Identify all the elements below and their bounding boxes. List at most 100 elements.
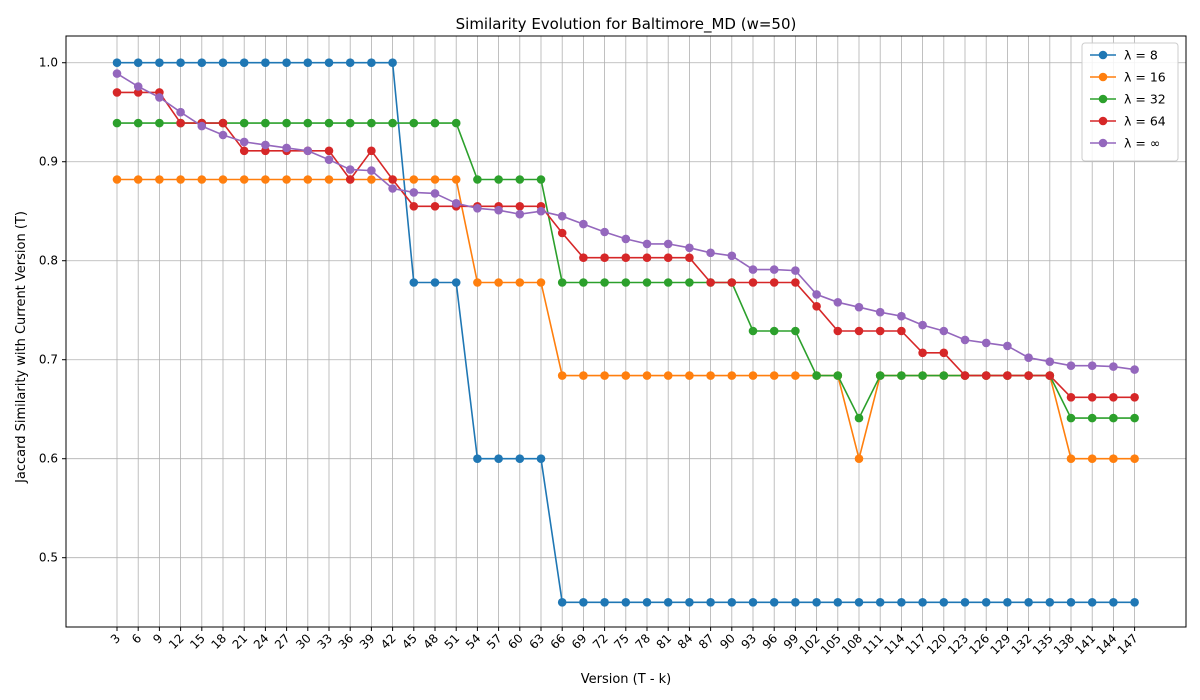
data-point xyxy=(1130,365,1139,374)
data-point xyxy=(218,130,228,140)
data-point xyxy=(409,278,419,287)
x-tick-label: 84 xyxy=(675,631,696,652)
grid xyxy=(66,36,1186,627)
data-point xyxy=(579,278,588,287)
data-point xyxy=(833,371,843,380)
data-point xyxy=(303,118,313,128)
data-point xyxy=(430,118,440,128)
legend-label: λ = 8 xyxy=(1124,48,1158,63)
data-point xyxy=(706,278,715,287)
data-point xyxy=(748,371,758,380)
data-point xyxy=(345,58,355,67)
legend-item: λ = ∞ xyxy=(1090,136,1160,151)
data-point xyxy=(388,175,397,184)
data-point xyxy=(685,371,694,380)
data-point xyxy=(600,227,609,237)
data-point xyxy=(430,202,440,211)
x-tick-label: 75 xyxy=(611,631,632,652)
data-point xyxy=(642,371,652,380)
data-point xyxy=(600,278,609,287)
x-tick-label: 48 xyxy=(420,631,441,652)
legend-item: λ = 32 xyxy=(1090,92,1166,107)
data-point xyxy=(769,326,779,336)
data-point xyxy=(282,118,291,128)
legend-item: λ = 16 xyxy=(1090,70,1166,85)
data-point xyxy=(112,58,122,67)
data-point xyxy=(324,175,334,184)
x-tick-label: 144 xyxy=(1093,631,1119,657)
data-point xyxy=(1130,393,1139,402)
x-tick-label: 54 xyxy=(463,631,484,652)
data-point xyxy=(515,202,525,211)
data-point xyxy=(897,598,906,607)
data-point xyxy=(1130,413,1139,423)
data-point xyxy=(494,175,503,184)
x-tick-label: 15 xyxy=(187,631,208,652)
x-tick-label: 141 xyxy=(1072,631,1098,657)
data-point xyxy=(1130,454,1139,464)
x-tick-label: 12 xyxy=(166,631,187,652)
data-point xyxy=(875,307,885,317)
data-point xyxy=(727,371,737,380)
data-point xyxy=(663,598,673,607)
data-point xyxy=(239,58,249,67)
data-point xyxy=(579,371,588,380)
data-point xyxy=(451,175,461,184)
data-point xyxy=(1003,371,1012,380)
x-tick-label: 129 xyxy=(987,631,1013,657)
legend-label: λ = 16 xyxy=(1124,70,1166,85)
data-point xyxy=(303,146,313,156)
y-axis-label: Jaccard Similarity with Current Version … xyxy=(14,211,29,484)
data-point xyxy=(642,253,652,262)
data-point xyxy=(897,371,906,380)
data-point xyxy=(388,184,397,193)
data-point xyxy=(875,371,885,380)
data-point xyxy=(791,326,800,336)
data-point xyxy=(1066,454,1076,464)
data-point xyxy=(600,371,609,380)
y-tick-label: 1.0 xyxy=(39,56,58,70)
x-tick-label: 132 xyxy=(1009,631,1035,657)
data-point xyxy=(494,205,503,215)
data-point xyxy=(176,118,185,128)
data-point xyxy=(579,253,588,262)
x-tick-label: 102 xyxy=(797,631,823,657)
data-point xyxy=(430,189,440,198)
data-point xyxy=(494,278,503,287)
x-tick-label: 96 xyxy=(760,631,781,652)
x-tick-label: 39 xyxy=(357,631,378,652)
data-point xyxy=(642,598,652,607)
legend-label: λ = 64 xyxy=(1124,114,1166,129)
data-point xyxy=(812,302,821,311)
data-point xyxy=(1024,353,1033,363)
data-point xyxy=(1024,371,1033,380)
data-point xyxy=(388,118,397,128)
x-tick-label: 51 xyxy=(442,631,463,652)
y-tick-label: 0.7 xyxy=(39,353,58,367)
data-point xyxy=(409,175,419,184)
data-point xyxy=(409,202,419,211)
data-point xyxy=(345,175,355,184)
legend-marker xyxy=(1098,72,1108,82)
data-point xyxy=(642,278,652,287)
data-point xyxy=(769,265,779,274)
data-point xyxy=(282,143,291,153)
data-point xyxy=(176,58,185,67)
data-point xyxy=(1024,598,1033,607)
y-tick-label: 0.9 xyxy=(39,155,58,169)
data-point xyxy=(557,278,567,287)
data-point xyxy=(854,302,864,312)
data-point xyxy=(155,175,164,184)
data-point xyxy=(133,82,143,91)
data-point xyxy=(939,598,949,607)
data-point xyxy=(621,253,631,262)
data-point xyxy=(133,175,143,184)
data-point xyxy=(769,598,779,607)
x-tick-label: 123 xyxy=(945,631,971,657)
data-point xyxy=(960,371,970,380)
series-1 xyxy=(112,58,1139,607)
data-point xyxy=(388,58,397,67)
data-point xyxy=(706,248,715,258)
data-point xyxy=(515,175,525,184)
data-point xyxy=(1045,371,1055,380)
